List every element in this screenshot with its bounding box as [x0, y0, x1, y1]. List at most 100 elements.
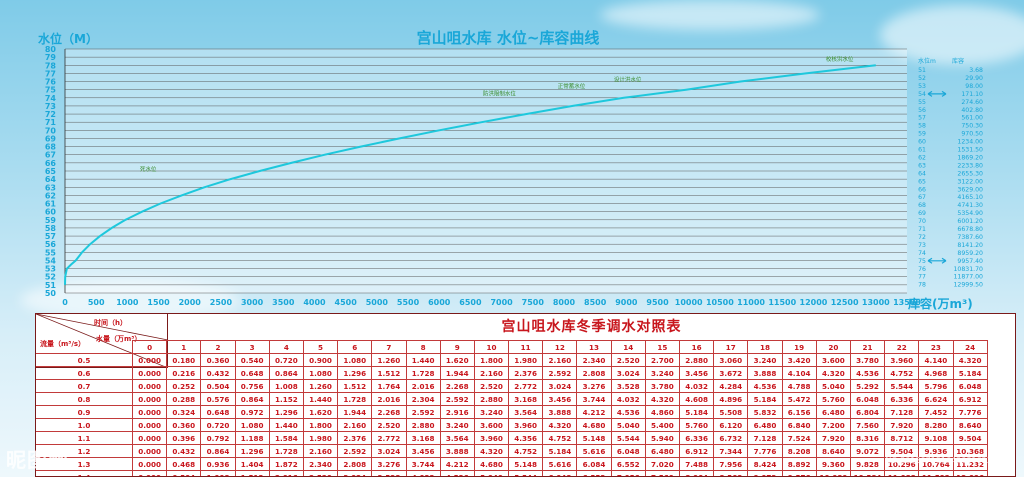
hour-header: 16	[678, 340, 715, 354]
side-capacity-value: 4165.10	[957, 194, 983, 201]
volume-cell: 2.916	[439, 405, 475, 419]
hour-header: 1	[166, 340, 202, 354]
side-level-value: 61	[918, 147, 926, 154]
side-capacity-value: 1869.20	[957, 154, 983, 161]
volume-cell: 0.720	[200, 418, 236, 432]
volume-cell: 1.296	[268, 405, 304, 419]
volume-cell: 3.888	[542, 405, 578, 419]
volume-cell: 1.800	[302, 418, 339, 432]
volume-cell: 1.764	[371, 379, 407, 393]
volume-cell: 2.520	[371, 418, 407, 432]
hour-header: 10	[473, 340, 510, 354]
volume-cell: 0.432	[200, 366, 236, 380]
side-capacity-value: 3.68	[969, 67, 983, 74]
y-tick-label: 75	[45, 86, 57, 95]
side-level-value: 60	[918, 139, 926, 146]
volume-cell: 4.032	[405, 470, 441, 476]
volume-cell: 1.080	[302, 366, 339, 380]
y-tick-label: 56	[45, 240, 57, 249]
y-tick-label: 52	[45, 273, 56, 282]
volume-cell: 1.800	[473, 353, 510, 367]
volume-cell: 3.024	[542, 379, 578, 393]
volume-cell: 2.520	[610, 353, 646, 367]
volume-cell: 3.024	[337, 470, 373, 476]
x-tick-label: 1500	[147, 298, 170, 307]
hour-header: 5	[302, 340, 339, 354]
volume-cell: 3.600	[473, 418, 510, 432]
volume-cell: 4.212	[576, 405, 612, 419]
side-level-value: 77	[918, 274, 926, 281]
volume-cell: 3.456	[542, 392, 578, 406]
hour-header: 7	[371, 340, 407, 354]
table-row: 0.8 0.000 0.288 0.576 0.864 1.152 1.440 1.728 2.…	[36, 392, 988, 406]
volume-cell: 6.336	[884, 392, 920, 406]
volume-cell: 5.400	[644, 418, 681, 432]
volume-cell: 6.480	[644, 444, 681, 458]
side-capacity-value: 5354.90	[957, 210, 983, 217]
volume-cell: 0.360	[200, 353, 236, 367]
side-level-value: 67	[918, 194, 926, 201]
hour-header: 21	[849, 340, 886, 354]
y-tick-label: 61	[45, 200, 57, 209]
volume-cell: 6.732	[713, 431, 749, 445]
volume-cell: 5.544	[610, 431, 646, 445]
volume-cell: 0.864	[200, 444, 236, 458]
y-tick-label: 65	[45, 167, 57, 176]
y-tick-label: 67	[45, 151, 56, 160]
volume-cell: 6.120	[713, 418, 749, 432]
volume-cell: 7.920	[884, 418, 920, 432]
volume-cell: 6.084	[576, 457, 612, 471]
side-level-value: 69	[918, 210, 926, 217]
side-capacity-value: 6678.80	[957, 226, 983, 233]
volume-cell: 0.000	[131, 379, 168, 393]
annotation-label: 正常蓄水位	[558, 82, 586, 90]
volume-cell: 7.344	[713, 444, 749, 458]
volume-cell: 1.728	[268, 444, 304, 458]
volume-cell: 0.180	[166, 353, 202, 367]
hour-header: 22	[884, 340, 920, 354]
volume-cell: 3.744	[405, 457, 441, 471]
watermark-id: NO:20130715164208162394	[885, 456, 1002, 465]
volume-cell: 6.552	[610, 457, 646, 471]
side-level-value: 57	[918, 115, 926, 122]
volume-cell: 0.000	[131, 366, 168, 380]
watermark-logo: 昵图网	[6, 448, 69, 472]
x-tick-label: 9000	[615, 298, 638, 307]
volume-cell: 2.880	[405, 418, 441, 432]
volume-cell: 7.128	[747, 431, 783, 445]
volume-cell: 8.064	[678, 470, 715, 476]
volume-cell: 5.616	[542, 457, 578, 471]
double-arrow-icon	[927, 257, 947, 264]
volume-cell: 3.528	[371, 470, 407, 476]
annotation-label: 防洪限制水位	[483, 89, 517, 97]
level-capacity-curve	[64, 64, 876, 285]
volume-cell: 0.648	[200, 405, 236, 419]
hour-header: 12	[542, 340, 578, 354]
volume-cell: 0.360	[166, 418, 202, 432]
side-capacity-value: 3122.00	[957, 178, 983, 185]
volume-cell: 6.048	[849, 392, 886, 406]
volume-cell: 2.268	[439, 379, 475, 393]
table-row: 0.5 0.000 0.180 0.360 0.540 0.720 0.900 1.080 1.…	[36, 353, 988, 367]
volume-cell: 4.536	[610, 405, 646, 419]
side-capacity-value: 8141.20	[957, 242, 983, 249]
volume-cell: 1.512	[234, 470, 270, 476]
volume-cell: 5.184	[678, 405, 715, 419]
volume-cell: 0.576	[200, 392, 236, 406]
side-level-value: 76	[918, 266, 926, 273]
volume-cell: 4.680	[576, 418, 612, 432]
table-row: 1.0 0.000 0.360 0.720 1.080 1.440 1.800 2.160 2.…	[36, 418, 988, 432]
annotation-label: 死水位	[140, 165, 157, 173]
volume-cell: 9.828	[849, 457, 886, 471]
y-tick-label: 78	[45, 61, 57, 70]
y-tick-label: 77	[45, 69, 56, 78]
volume-cell: 2.160	[337, 418, 373, 432]
volume-cell: 8.640	[952, 418, 988, 432]
table-row: 1.3 0.000 0.468 0.936 1.404 1.872 2.340 2.808 3.…	[36, 457, 988, 471]
table-title: 宫山咀水库冬季调水对照表	[501, 319, 682, 335]
side-capacity-value: 7387.60	[957, 234, 983, 241]
x-tick-label: 1000	[116, 298, 139, 307]
volume-cell: 5.184	[747, 392, 783, 406]
y-tick-label: 60	[45, 208, 57, 217]
